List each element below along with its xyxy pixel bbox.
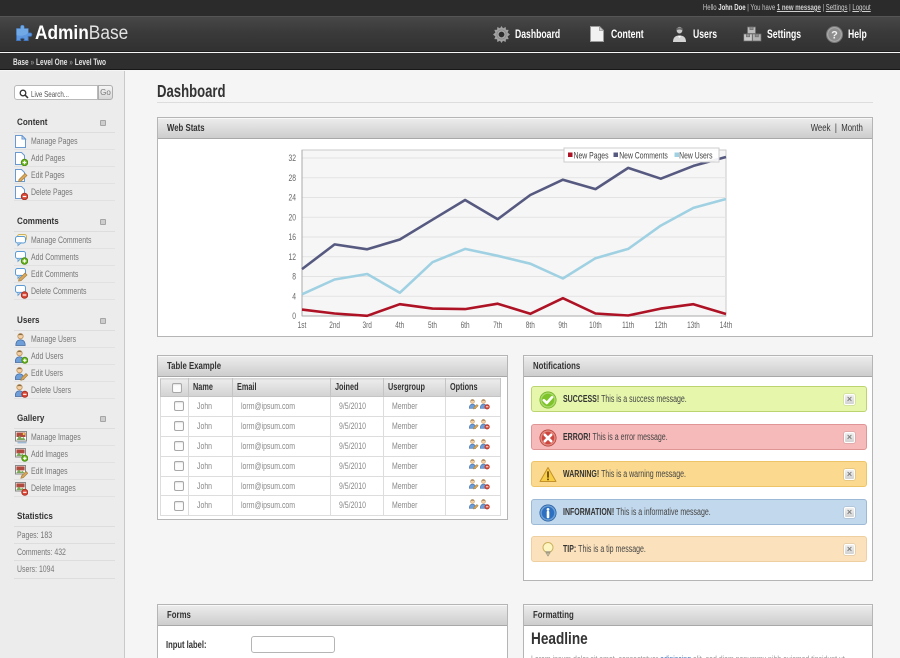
svg-text:10th: 10th [589,320,602,330]
svg-text:16: 16 [288,232,296,242]
svg-text:New Pages: New Pages [574,150,609,160]
svg-text:12th: 12th [654,320,667,330]
svg-text:4th: 4th [395,320,404,330]
svg-text:20: 20 [288,212,296,222]
svg-text:7th: 7th [493,320,502,330]
svg-text:8th: 8th [526,320,535,330]
svg-text:5th: 5th [428,320,437,330]
svg-text:14th: 14th [720,320,733,330]
svg-text:12: 12 [288,252,296,262]
svg-text:2nd: 2nd [329,320,340,330]
svg-text:New Users: New Users [679,150,712,160]
svg-text:8: 8 [292,272,296,282]
svg-text:3rd: 3rd [363,320,372,330]
svg-text:9th: 9th [558,320,567,330]
svg-text:4: 4 [292,291,296,301]
svg-text:New Comments: New Comments [619,150,668,160]
svg-text:13th: 13th [687,320,700,330]
svg-text:1st: 1st [298,320,307,330]
svg-text:?: ? [831,29,838,41]
svg-text:11th: 11th [622,320,634,330]
svg-text:32: 32 [288,153,296,163]
svg-text:6th: 6th [461,320,470,330]
svg-text:28: 28 [288,173,296,183]
svg-text:24: 24 [288,193,296,203]
svg-text:0: 0 [292,311,296,321]
